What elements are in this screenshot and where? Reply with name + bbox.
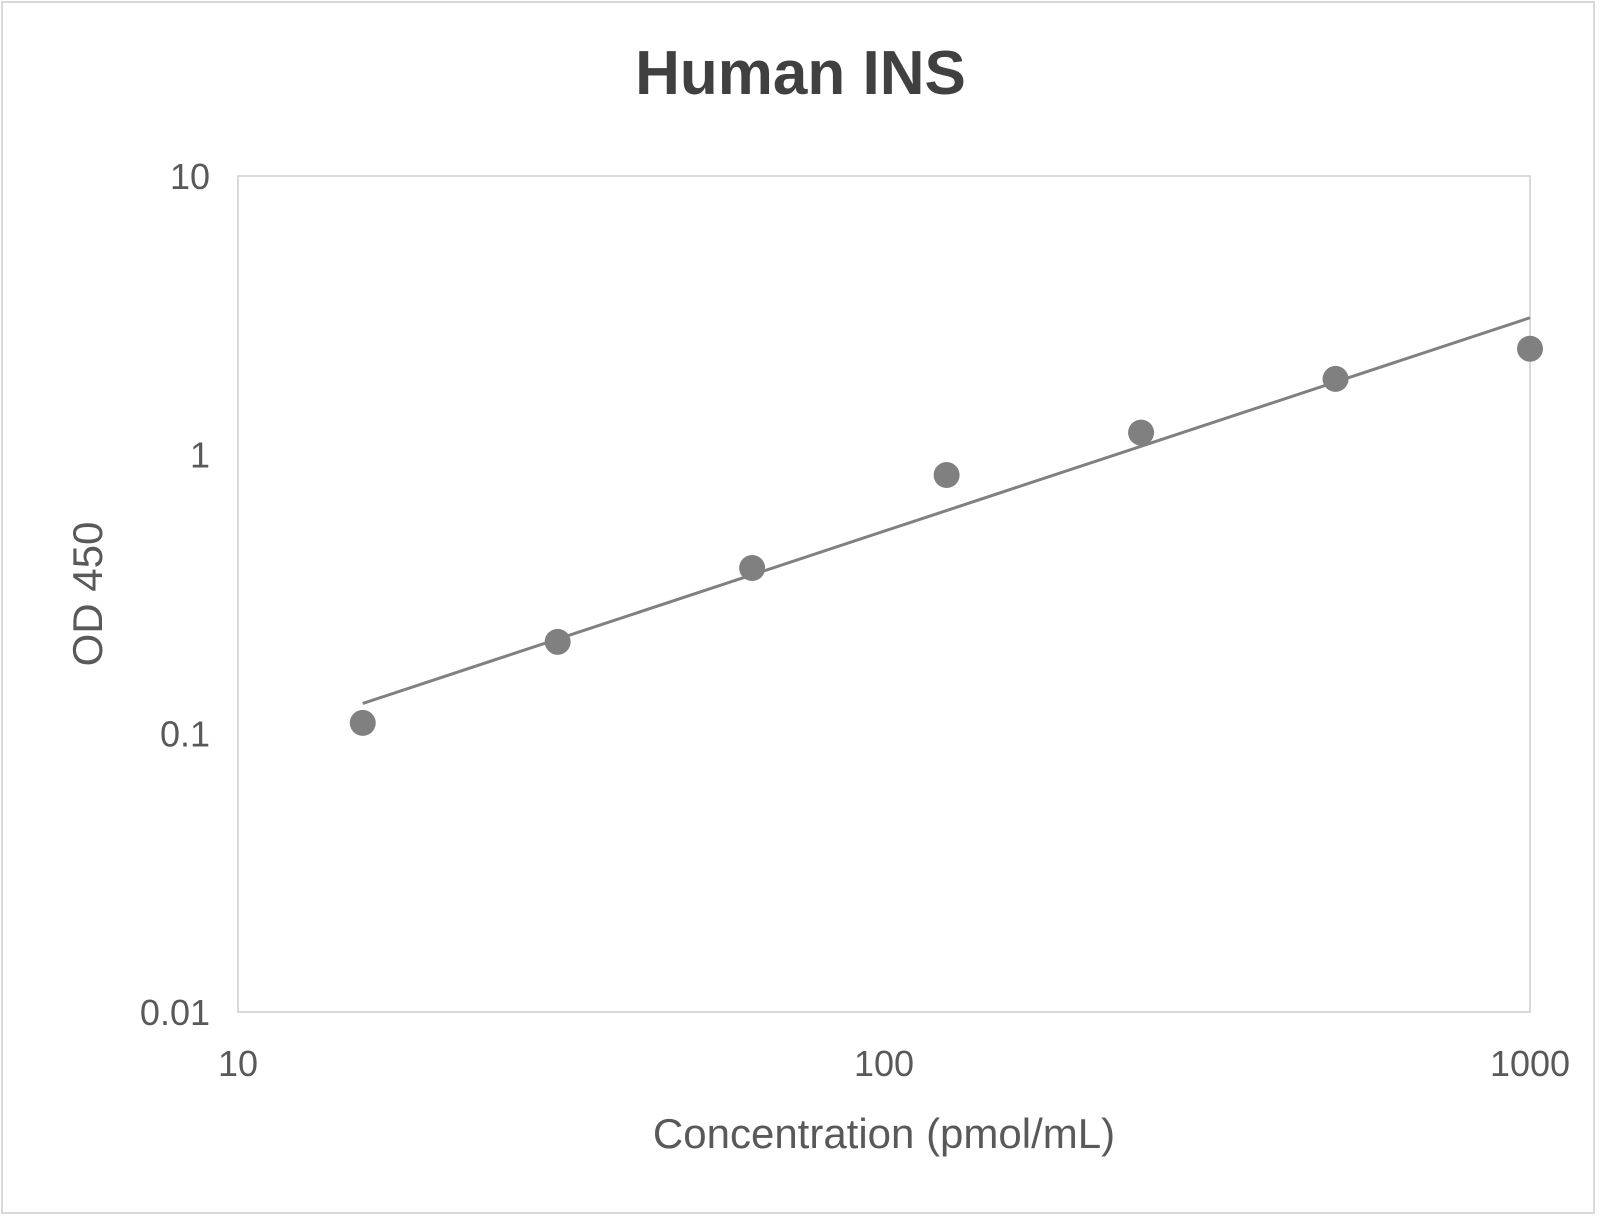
x-tick-label: 100 [854, 1043, 914, 1084]
x-tick-label: 1000 [1490, 1043, 1570, 1084]
data-point [349, 709, 376, 736]
data-point [1128, 419, 1155, 446]
data-point [739, 555, 766, 582]
y-axis-label: OD 450 [64, 522, 111, 667]
plot-area [237, 175, 1531, 1013]
data-point [933, 462, 960, 489]
x-axis-label: Concentration (pmol/mL) [653, 1110, 1115, 1157]
data-points [349, 335, 1543, 736]
y-tick-label: 0.01 [140, 992, 210, 1033]
x-axis-ticks: 10 100 1000 [218, 1043, 1570, 1084]
chart-title: Human INS [635, 39, 966, 108]
y-tick-label: 10 [170, 156, 210, 197]
data-point [1322, 365, 1349, 392]
y-axis-ticks: 10 1 0.1 0.01 [140, 156, 210, 1033]
data-point [1517, 335, 1543, 362]
data-point [544, 628, 571, 655]
y-tick-label: 1 [190, 435, 210, 476]
x-tick-label: 10 [218, 1043, 258, 1084]
trendline [362, 316, 1531, 705]
y-tick-label: 0.1 [160, 713, 210, 754]
